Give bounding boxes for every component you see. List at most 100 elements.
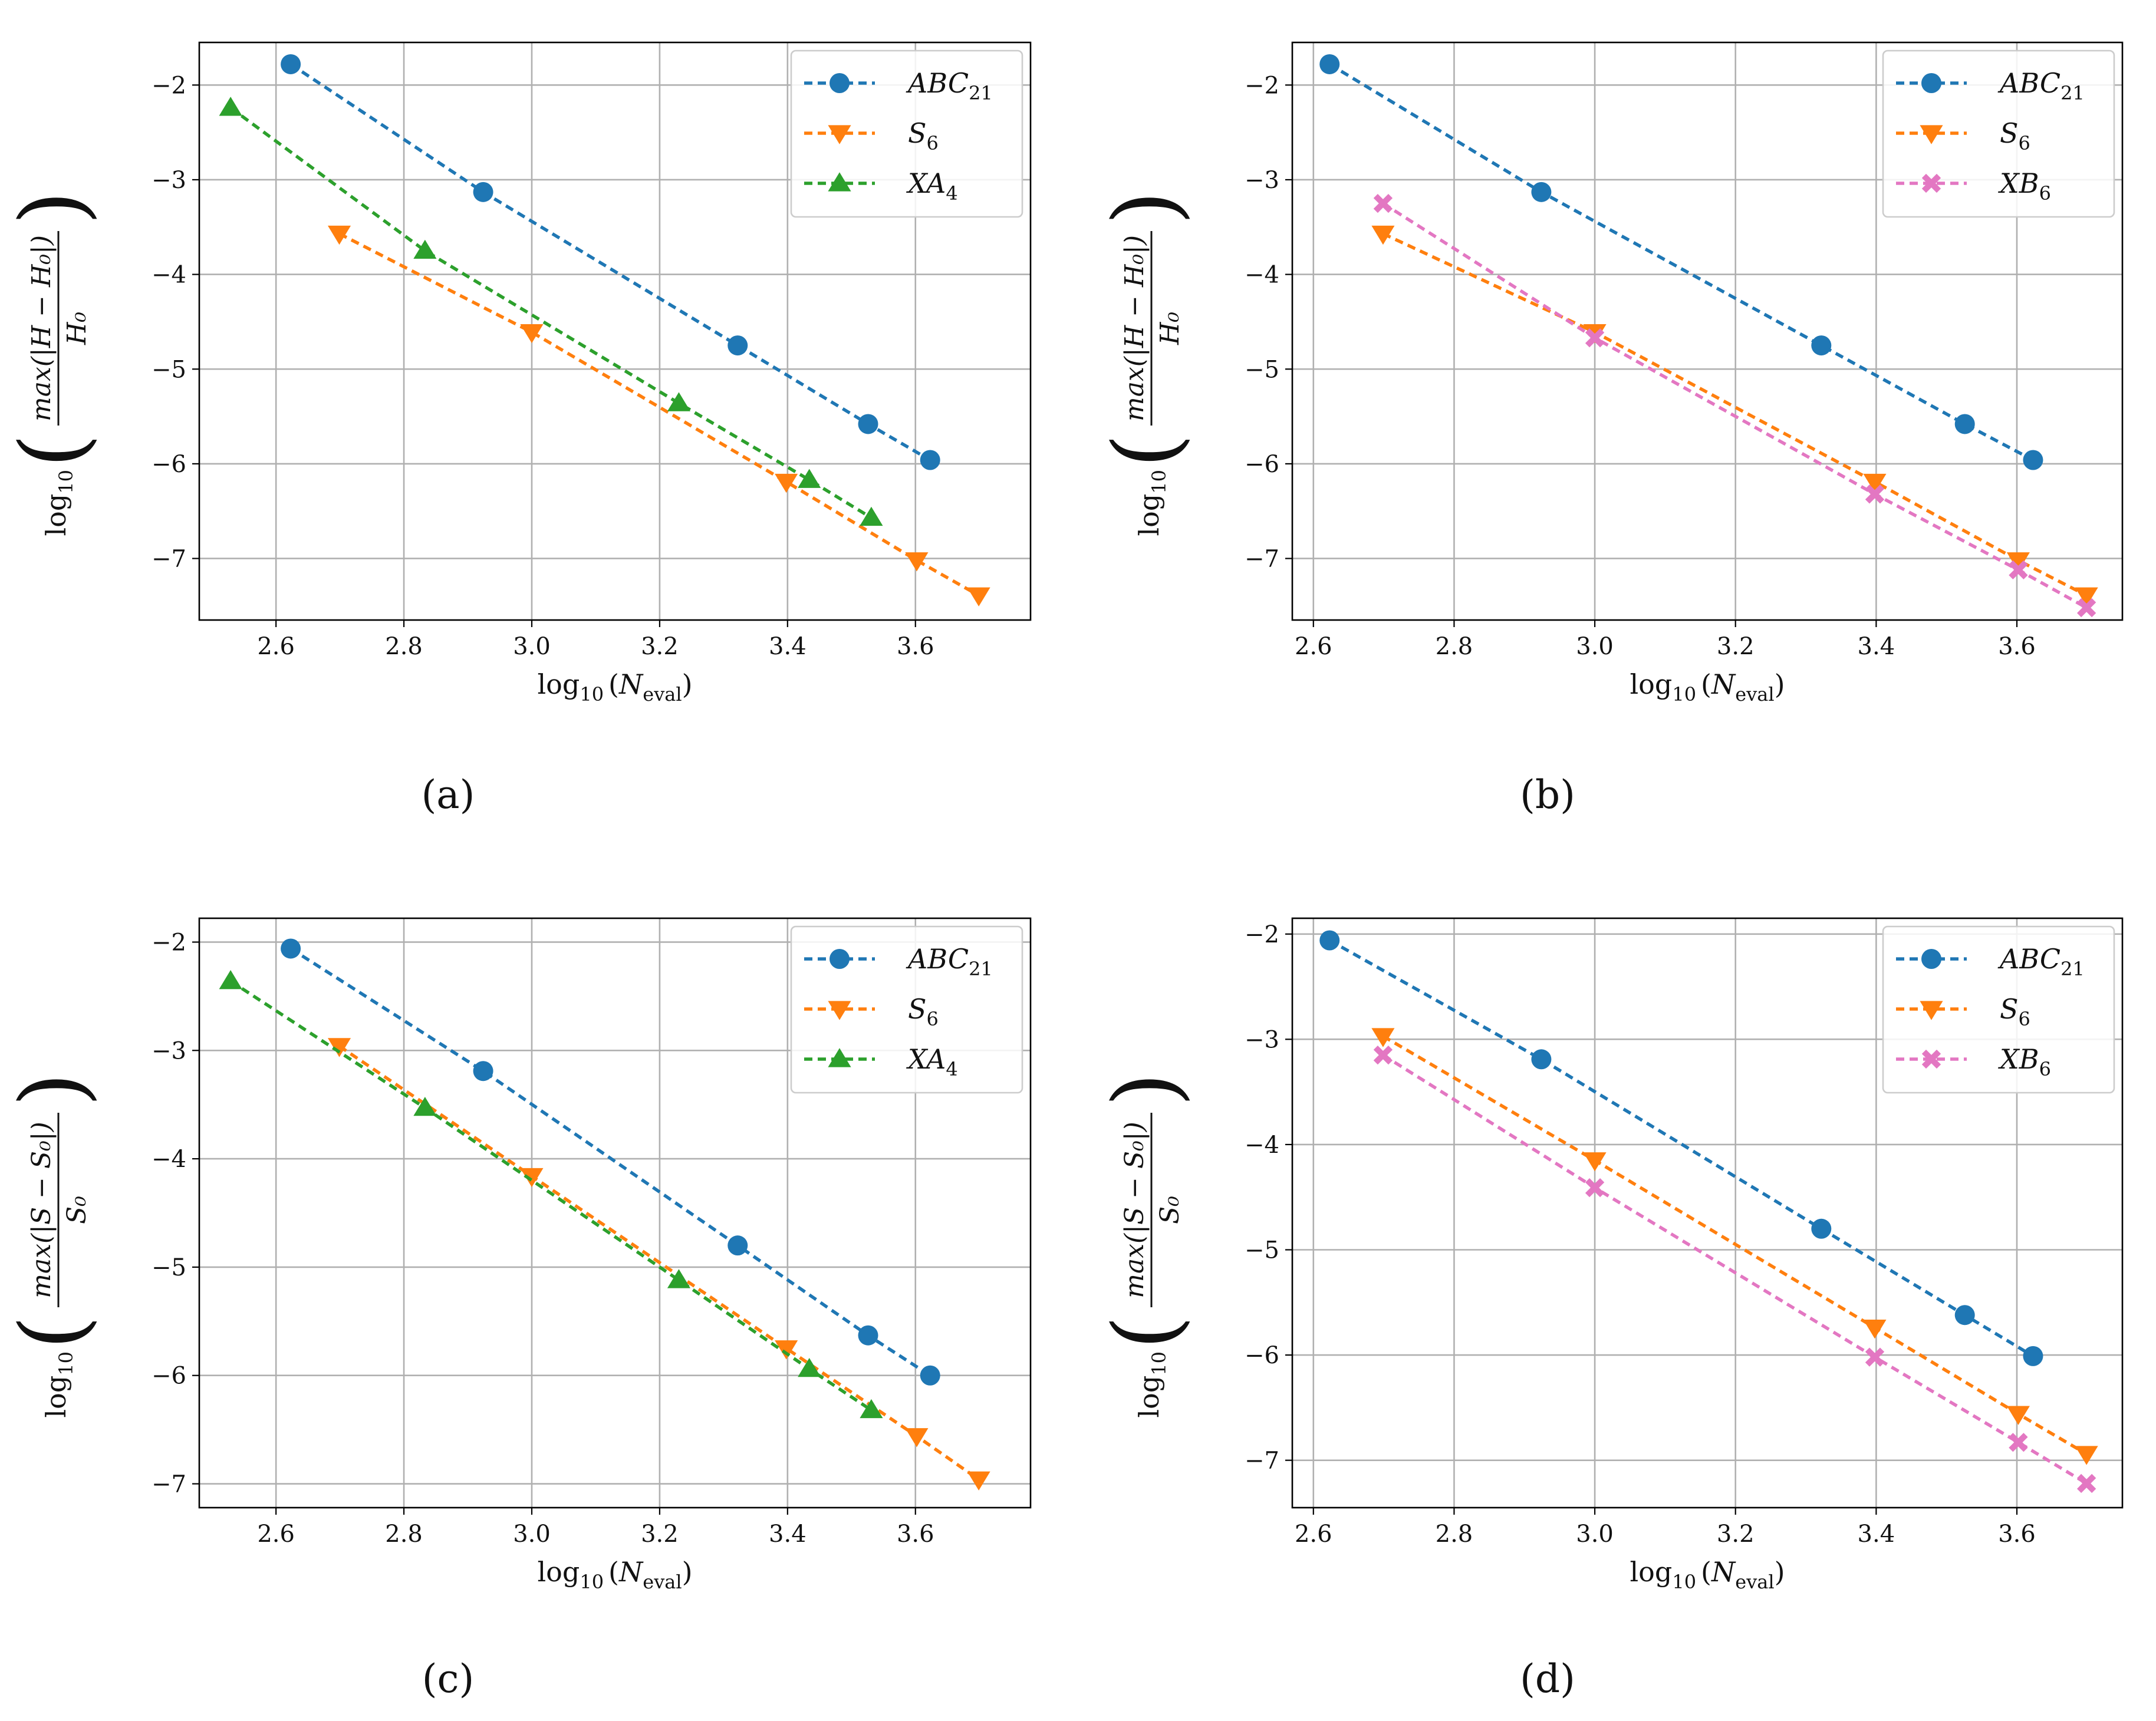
data-point <box>2075 587 2098 606</box>
legend-item: XA4 <box>804 1043 958 1080</box>
legend: ABC21 S6 XA4 <box>790 50 1023 218</box>
legend-marker <box>1921 1049 1941 1069</box>
data-point <box>667 392 691 411</box>
data-point <box>520 1168 544 1188</box>
y-tick-label: −5 <box>1245 1237 1279 1264</box>
y-tick-label: −2 <box>1245 72 1279 99</box>
legend-label: ABC21 <box>1997 943 2085 980</box>
legend-label: XA4 <box>906 1043 958 1080</box>
x-tick-label: 2.6 <box>257 1521 295 1548</box>
y-axis-label-log-base: 10 <box>1148 1351 1170 1376</box>
series-xa4 <box>219 97 883 526</box>
x-tick-label: 3.0 <box>1576 1521 1614 1548</box>
legend-label-sub: 6 <box>2039 1058 2051 1080</box>
x-axis-label-var: N <box>1711 1556 1736 1588</box>
y-axis-label-log-text: log <box>1133 1376 1165 1418</box>
y-axis-label: log10(max(|S − S₀|) S₀) <box>1095 1072 1197 1417</box>
y-axis-label-log-text: log <box>40 494 72 536</box>
x-axis-label-paren-close: ) <box>1775 668 1785 700</box>
x-axis-label-var-sub: eval <box>643 1571 682 1593</box>
legend-label-name: S <box>908 117 927 149</box>
data-point <box>2075 1446 2098 1465</box>
x-tick-label: 3.2 <box>641 633 679 660</box>
x-tick-label: 3.6 <box>897 633 934 660</box>
x-tick-label: 3.4 <box>1858 633 1895 660</box>
x-tick-label: 3.0 <box>513 633 551 660</box>
legend-label-name: XB <box>1998 167 2039 199</box>
x-axis-label-var-sub: eval <box>1735 1571 1774 1593</box>
legend-item: XB6 <box>1896 167 2051 205</box>
y-axis-label-log-base: 10 <box>1148 470 1170 494</box>
legend-marker <box>1920 125 1943 144</box>
data-point <box>667 1269 691 1288</box>
x-tick-label: 3.4 <box>769 1521 807 1548</box>
legend-label: S6 <box>908 993 939 1030</box>
x-axis-label-log: log <box>537 1556 580 1588</box>
legend-marker <box>830 949 850 969</box>
x-tick-label: 3.6 <box>1998 1521 2036 1548</box>
panel-label-c: (c) <box>360 1656 536 1702</box>
x-tick-label: 3.2 <box>1717 1521 1755 1548</box>
x-axis-label-log: log <box>1630 1556 1672 1588</box>
y-axis-label-denominator: H₀ <box>62 312 92 345</box>
legend-item: S6 <box>804 993 939 1030</box>
axes-frame <box>198 41 1032 621</box>
y-axis-label-log: log10 <box>1133 470 1170 536</box>
data-point <box>1373 193 1393 213</box>
x-axis-label-paren-open: ( <box>608 668 619 700</box>
legend-label-sub: 21 <box>969 82 993 104</box>
y-axis-label-denominator: S₀ <box>62 1196 92 1224</box>
legend-label: ABC21 <box>906 943 993 980</box>
axes-frame <box>1291 917 2124 1509</box>
data-point <box>860 1399 883 1419</box>
data-point <box>1319 930 1340 951</box>
legend-label-name: ABC <box>906 943 969 975</box>
legend-label: XB6 <box>1998 1043 2051 1080</box>
y-tick-label: −2 <box>152 929 186 956</box>
data-point <box>520 324 544 344</box>
x-axis-label-log: log <box>537 668 580 700</box>
x-axis-label-var: N <box>1711 668 1736 700</box>
y-axis-label-log: log10 <box>1133 1351 1170 1418</box>
y-tick-label: −7 <box>1245 1448 1279 1475</box>
y-axis-label-paren-open: ( <box>1095 1315 1197 1350</box>
y-axis-label: log10(max(|S − S₀|) S₀) <box>2 1072 104 1417</box>
data-point <box>920 1365 940 1386</box>
data-point <box>905 552 929 572</box>
legend-item: ABC21 <box>1896 67 2085 104</box>
y-axis-label: log10(max(|H − H₀|) H₀) <box>2 190 104 536</box>
x-tick-label: 3.2 <box>1717 633 1755 660</box>
data-point <box>2009 1433 2028 1452</box>
legend-label: S6 <box>908 117 939 154</box>
data-point <box>1811 1218 1832 1239</box>
legend-label-name: S <box>2000 993 2019 1025</box>
legend-item: ABC21 <box>804 943 993 980</box>
data-point <box>281 938 301 959</box>
axes-frame <box>1291 41 2124 621</box>
legend-label-name: ABC <box>1997 943 2060 975</box>
series-line <box>338 1044 980 1481</box>
y-tick-label: −7 <box>1245 546 1279 573</box>
x-axis-label-paren-close: ) <box>1775 1556 1785 1588</box>
y-tick-label: −7 <box>152 1471 186 1498</box>
legend-marker <box>1921 173 1941 193</box>
y-axis-label-numerator: max(|H − H₀|) <box>1120 235 1150 421</box>
y-axis-label-log-text: log <box>1133 494 1165 536</box>
legend-marker <box>1921 73 1941 93</box>
data-point <box>2023 1346 2043 1366</box>
legend-frame <box>790 925 1023 1094</box>
y-axis-label-paren-close: ) <box>1095 190 1197 225</box>
axes-frame <box>198 917 1032 1509</box>
x-axis-label-paren-close: ) <box>682 1556 693 1588</box>
legend-item: ABC21 <box>804 67 993 104</box>
legend-label-name: XB <box>1998 1043 2039 1075</box>
legend-label-sub: 21 <box>2060 82 2085 104</box>
legend-marker <box>828 1001 851 1020</box>
y-tick-label: −4 <box>1245 262 1279 289</box>
grid-b <box>1292 42 2122 620</box>
y-axis-label-denominator: H₀ <box>1155 312 1185 345</box>
data-point <box>473 182 493 202</box>
